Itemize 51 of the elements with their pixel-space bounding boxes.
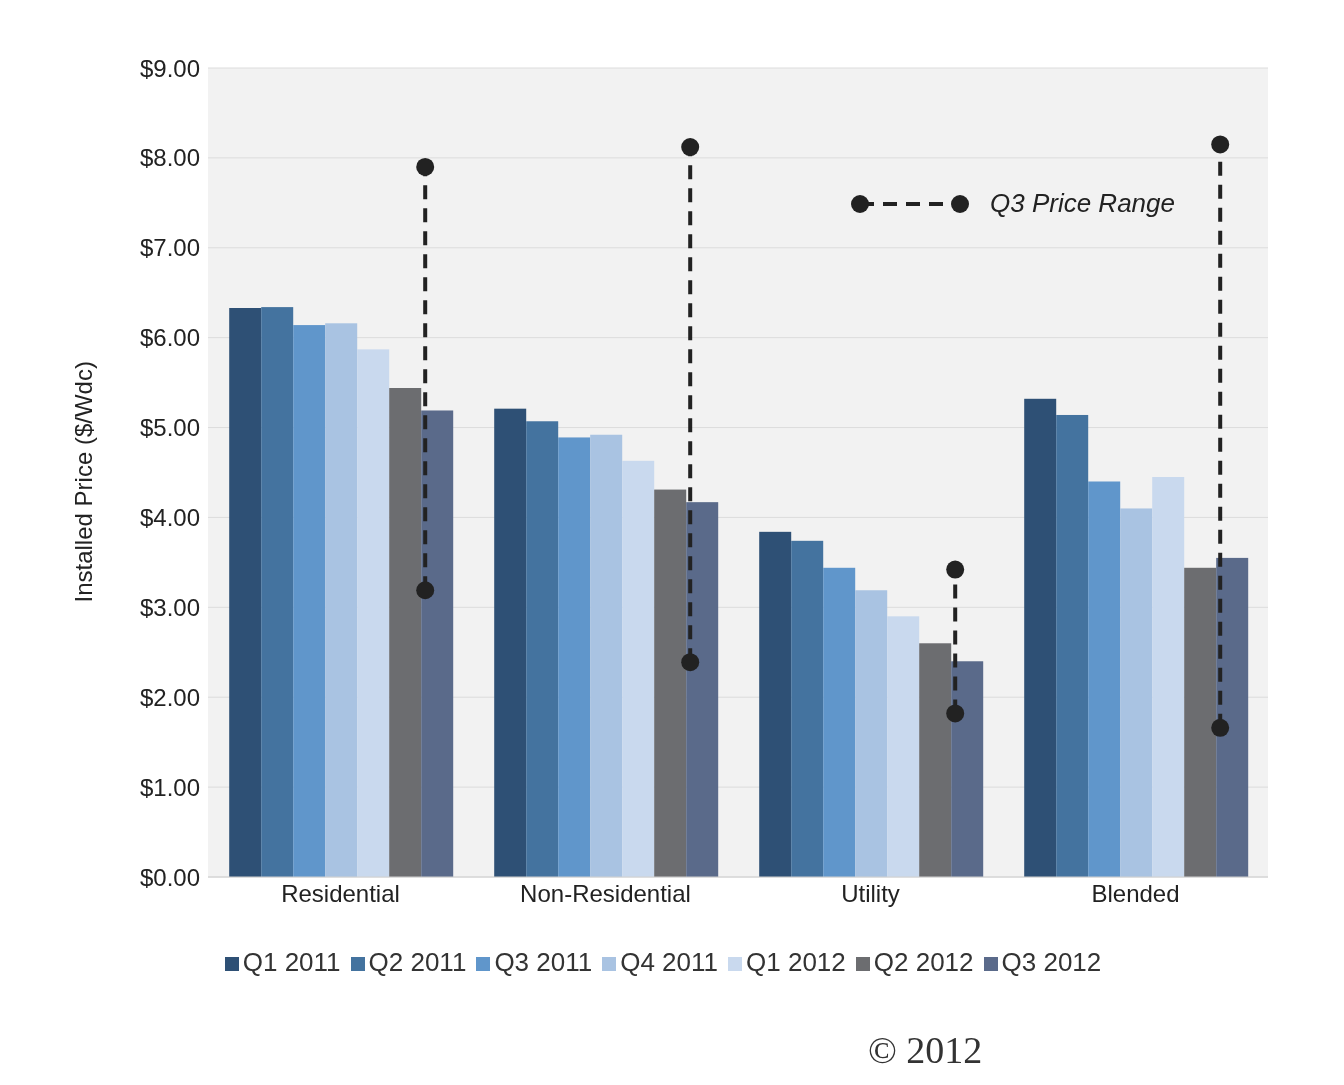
legend-label: Q4 2011 xyxy=(620,947,719,977)
bar xyxy=(590,434,623,877)
bar xyxy=(261,307,294,877)
y-tick-label: $2.00 xyxy=(139,683,200,711)
text: © 2012 xyxy=(868,1028,983,1072)
x-tick-label: Blended xyxy=(1091,880,1180,908)
bar xyxy=(558,437,591,877)
x-tick-label: Non-Residential xyxy=(520,880,691,908)
y-tick-label: $3.00 xyxy=(139,593,200,621)
bar xyxy=(293,325,326,877)
y-tick-label: $6.00 xyxy=(139,324,200,352)
legend-label: Q3 Price Range xyxy=(990,188,1175,219)
legend-label: Q1 2011 xyxy=(242,947,341,977)
bar xyxy=(494,408,527,877)
bar xyxy=(759,531,792,877)
legend-label: Q3 2012 xyxy=(1001,947,1102,977)
bar xyxy=(1152,476,1185,877)
bar xyxy=(1056,414,1089,877)
bar xyxy=(1024,398,1057,877)
bar xyxy=(1184,567,1217,877)
bar xyxy=(823,567,856,877)
x-tick-label: Residential xyxy=(281,880,400,908)
bar xyxy=(1088,481,1121,877)
x-tick-label: Utility xyxy=(841,880,900,908)
bar xyxy=(325,323,358,877)
y-tick-label: $5.00 xyxy=(139,414,200,442)
y-tick-label: $0.00 xyxy=(139,863,200,891)
bar xyxy=(855,590,888,877)
y-tick-label: $9.00 xyxy=(139,54,200,82)
legend-label: Q3 2011 xyxy=(494,947,593,977)
bar xyxy=(654,489,687,877)
legend-label: Q2 2011 xyxy=(368,947,467,977)
y-tick-label: $7.00 xyxy=(139,234,200,262)
y-axis-title: Installed Price ($/Wdc) xyxy=(69,361,97,603)
legend-label: Q2 2012 xyxy=(873,947,974,977)
bar xyxy=(791,540,824,877)
legend-label: Q1 2012 xyxy=(746,947,846,977)
bar xyxy=(421,410,454,877)
y-tick-label: $8.00 xyxy=(139,144,200,172)
bar xyxy=(919,643,952,877)
y-tick-label: $4.00 xyxy=(139,503,200,531)
bar xyxy=(389,388,422,877)
bar xyxy=(526,421,559,877)
bar xyxy=(887,616,920,877)
bar xyxy=(357,349,390,877)
bar xyxy=(686,502,719,877)
bar xyxy=(229,308,262,877)
y-tick-label: $1.00 xyxy=(139,773,200,801)
bar xyxy=(622,460,655,877)
bar xyxy=(1120,508,1153,877)
bar xyxy=(951,661,984,877)
